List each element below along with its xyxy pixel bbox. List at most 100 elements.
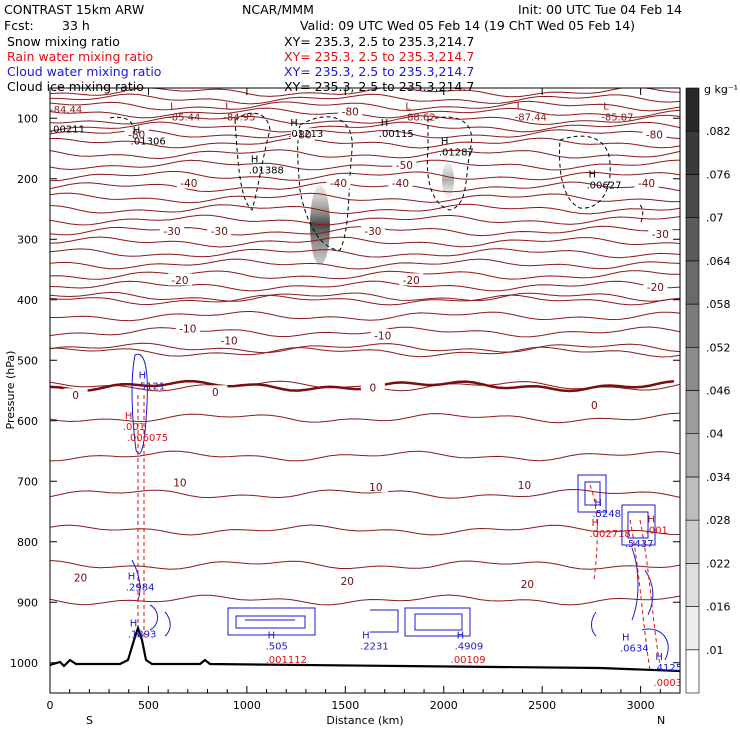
extremum-value-20: .2231: [360, 642, 389, 653]
extremum-value-0: -85.44: [168, 112, 200, 123]
cloud-ice-contours: [109, 112, 644, 251]
colorbar-label-3: .028: [706, 514, 731, 527]
x-tick-label-3: 1500: [331, 699, 359, 712]
y-tick-label-8: 900: [17, 596, 38, 609]
extremum-mark-10: H: [251, 154, 259, 165]
contour-label-bg: [388, 176, 413, 189]
colorbar-swatch: [685, 476, 700, 521]
colorbar-label-4: .034: [706, 471, 731, 484]
snow-shading-plume-small: [442, 162, 454, 198]
contour-label-19: 0: [72, 390, 79, 402]
contour-label-bg: [634, 176, 659, 189]
extremum-value-9: .01287: [439, 147, 474, 158]
contour-label-2: -80: [294, 130, 311, 142]
extremum-value-18: .505: [266, 642, 288, 653]
colorbar-label-5: .04: [706, 428, 724, 441]
extremum-mark-16: H: [128, 571, 136, 582]
field-name-3: Cloud ice mixing ratio: [7, 79, 144, 94]
field-xy-0: XY= 235.3, 2.5 to 235.3,214.7: [284, 34, 474, 49]
contour-label-bg: [360, 381, 385, 394]
contour-label-12: -30: [652, 229, 669, 241]
isotherm-line: [50, 121, 680, 133]
extremum-value-15: .006075: [127, 433, 168, 444]
colorbar-swatch: [685, 649, 700, 694]
contour-label-bg: [326, 176, 351, 189]
extremum-value-24: .002718: [589, 529, 630, 540]
contour-label-bg: [176, 176, 201, 189]
extremum-mark-7: H: [290, 118, 298, 129]
isotherm-line: [50, 203, 680, 215]
colorbar-label-9: .064: [706, 255, 731, 268]
y-tick-label-9: 1000: [10, 657, 38, 670]
isotherm-line: [50, 326, 680, 338]
extremum-mark-11: H: [588, 170, 596, 181]
center-title: NCAR/MMM: [242, 2, 314, 17]
extremum-value-17: .1893: [128, 630, 157, 641]
rain-water-contours: [137, 395, 661, 671]
contour-label-17: -10: [221, 335, 238, 347]
extremum-mark-1: L: [225, 101, 231, 112]
contour-label-bg: [68, 571, 93, 584]
field-xy-2: XY= 235.3, 2.5 to 235.3,214.7: [284, 64, 474, 79]
contour-label-13: -20: [171, 275, 188, 287]
y-tick-label-2: 300: [17, 233, 38, 246]
extremum-value-25: .001: [646, 525, 668, 536]
colorbar-label-10: .07: [706, 212, 724, 225]
x-axis-label: Distance (km): [326, 714, 403, 727]
contour-label-bg: [360, 224, 385, 237]
y-tick-label-5: 600: [17, 415, 38, 428]
valid-time: Valid: 09 UTC Wed 05 Feb 14 (19 ChT Wed …: [300, 18, 635, 33]
isotherm-line: [50, 149, 680, 160]
x-tick-label-0: 0: [47, 699, 54, 712]
contour-label-0: -80: [342, 107, 359, 119]
extremum-mark-24: H: [591, 518, 599, 529]
colorbar-swatch: [685, 433, 700, 478]
isotherm-line: [50, 310, 680, 322]
contour-label-24: 10: [369, 482, 382, 494]
y-tick-label-4: 500: [17, 354, 38, 367]
colorbar: .01 .016 .022 .028 .034 .04 .046 .052 .058 .064 .0…: [685, 87, 731, 694]
colorbar-label-0: .01: [706, 644, 724, 657]
isotherm-line: [50, 258, 680, 270]
contour-label-18: -10: [374, 331, 391, 343]
extremum-value-11: .00627: [586, 181, 621, 192]
extremum-value-29: .0003: [653, 678, 682, 689]
extremum-mark-6: H: [133, 125, 141, 136]
contour-label-7: -40: [180, 178, 197, 190]
x-end-right: N: [657, 714, 665, 727]
contour-label-bg: [338, 105, 363, 118]
contour-label-14: -20: [403, 275, 420, 287]
contour-label-bg: [370, 329, 395, 342]
contour-label-27: 20: [341, 576, 354, 588]
contour-label-bg: [582, 398, 607, 411]
contour-label-4: -50: [396, 160, 413, 172]
x-tick-label-2: 1000: [233, 699, 261, 712]
colorbar-label-6: .046: [706, 385, 731, 398]
y-tick-label-7: 800: [17, 536, 38, 549]
extremum-mark-18: H: [268, 631, 276, 642]
isotherm-line: [50, 280, 680, 292]
extremum-mark-21: H: [457, 631, 465, 642]
colorbar-swatch: [685, 217, 700, 262]
extremum-mark-2: L: [405, 101, 411, 112]
contour-label-bg: [207, 224, 232, 237]
isotherm-line: [50, 181, 680, 193]
extremum-mark-27: H: [622, 632, 630, 643]
extremum-value-12: .00211: [50, 124, 85, 135]
extremum-mark-23: H: [594, 498, 602, 509]
colorbar-swatch: [685, 174, 700, 218]
extremum-value-16: .2984: [126, 582, 155, 593]
contour-label-15: -20: [647, 282, 664, 294]
contour-label-bg: [63, 388, 88, 401]
isotherm-line: [50, 170, 680, 182]
extremum-value-8: .00115: [379, 129, 414, 140]
extremum-mark-4: L: [603, 101, 609, 112]
contour-label-22: 0: [591, 400, 598, 412]
extremum-value-28: .4125: [653, 663, 682, 674]
contour-label-bg: [335, 574, 360, 587]
contour-label-3: -80: [128, 130, 145, 142]
colorbar-label-11: .076: [706, 168, 731, 181]
extremum-value-10: .01388: [249, 165, 284, 176]
isotherm-line: [50, 346, 680, 358]
